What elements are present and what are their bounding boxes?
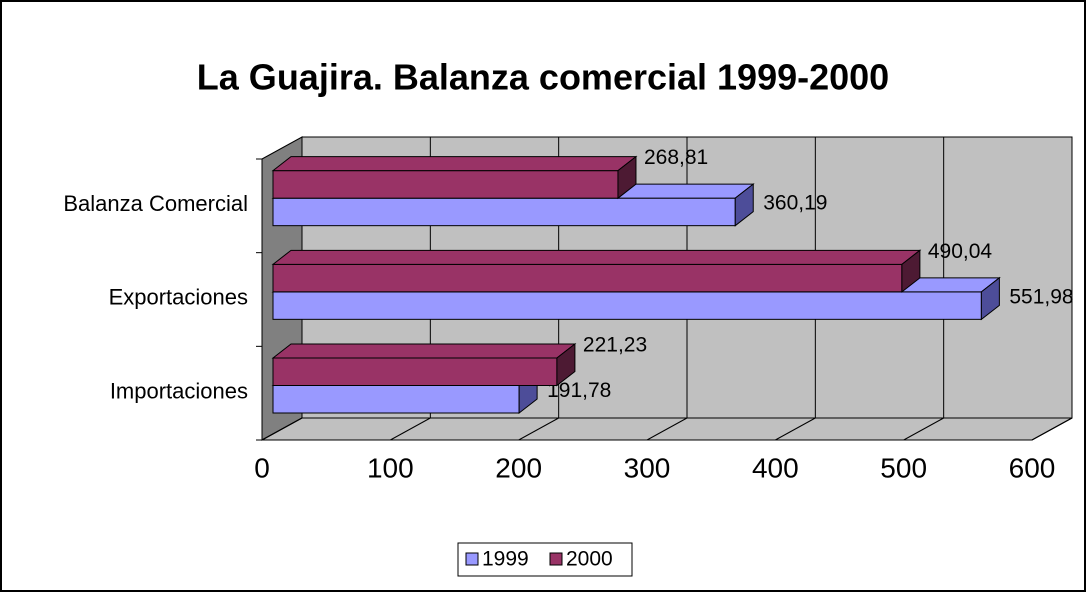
bar [272, 197, 736, 227]
data-label: 268,81 [644, 146, 708, 169]
x-tick-label: 500 [880, 452, 927, 483]
bar-side [980, 276, 1000, 321]
x-tick-label: 100 [367, 452, 414, 483]
bar-side [901, 249, 921, 293]
x-tick-label: 0 [254, 452, 270, 483]
data-label: 360,19 [763, 192, 827, 215]
data-label: 191,78 [547, 379, 611, 402]
legend-label: 1999 [482, 548, 529, 571]
x-tick-label: 200 [495, 452, 542, 483]
x-tick-label: 300 [624, 452, 671, 483]
category-label: Exportaciones [109, 285, 248, 310]
bar-top [271, 249, 922, 265]
floor-grid-line [1031, 417, 1073, 441]
bar [272, 170, 619, 199]
legend-swatch [465, 552, 479, 566]
bar [272, 385, 520, 414]
bar [272, 291, 982, 320]
x-tick-label: 400 [752, 452, 799, 483]
floor-grid-line [775, 417, 816, 441]
chart-title: La Guajira. Balanza comercial 1999-2000 [197, 57, 889, 98]
floor-grid-line [261, 417, 303, 441]
category-label: Importaciones [110, 378, 248, 403]
bar [272, 357, 558, 386]
bar-top [271, 156, 638, 172]
data-label: 221,23 [583, 334, 647, 357]
data-label: 490,04 [928, 240, 993, 263]
bar-side [556, 342, 576, 387]
floor-grid-line [903, 417, 944, 441]
floor-grid-line [390, 417, 431, 441]
legend-box [457, 542, 633, 577]
bar-side [617, 155, 637, 200]
legend-label: 2000 [566, 548, 613, 571]
bar-side [734, 183, 754, 227]
category-label: Balanza Comercial [63, 191, 248, 216]
bar [272, 263, 903, 293]
floor-grid-line [646, 417, 688, 441]
data-label: 551,98 [1009, 285, 1073, 308]
x-tick-label: 600 [1009, 452, 1056, 483]
floor-grid-line [518, 417, 559, 441]
legend-swatch [549, 552, 563, 566]
bar-top [271, 343, 577, 359]
